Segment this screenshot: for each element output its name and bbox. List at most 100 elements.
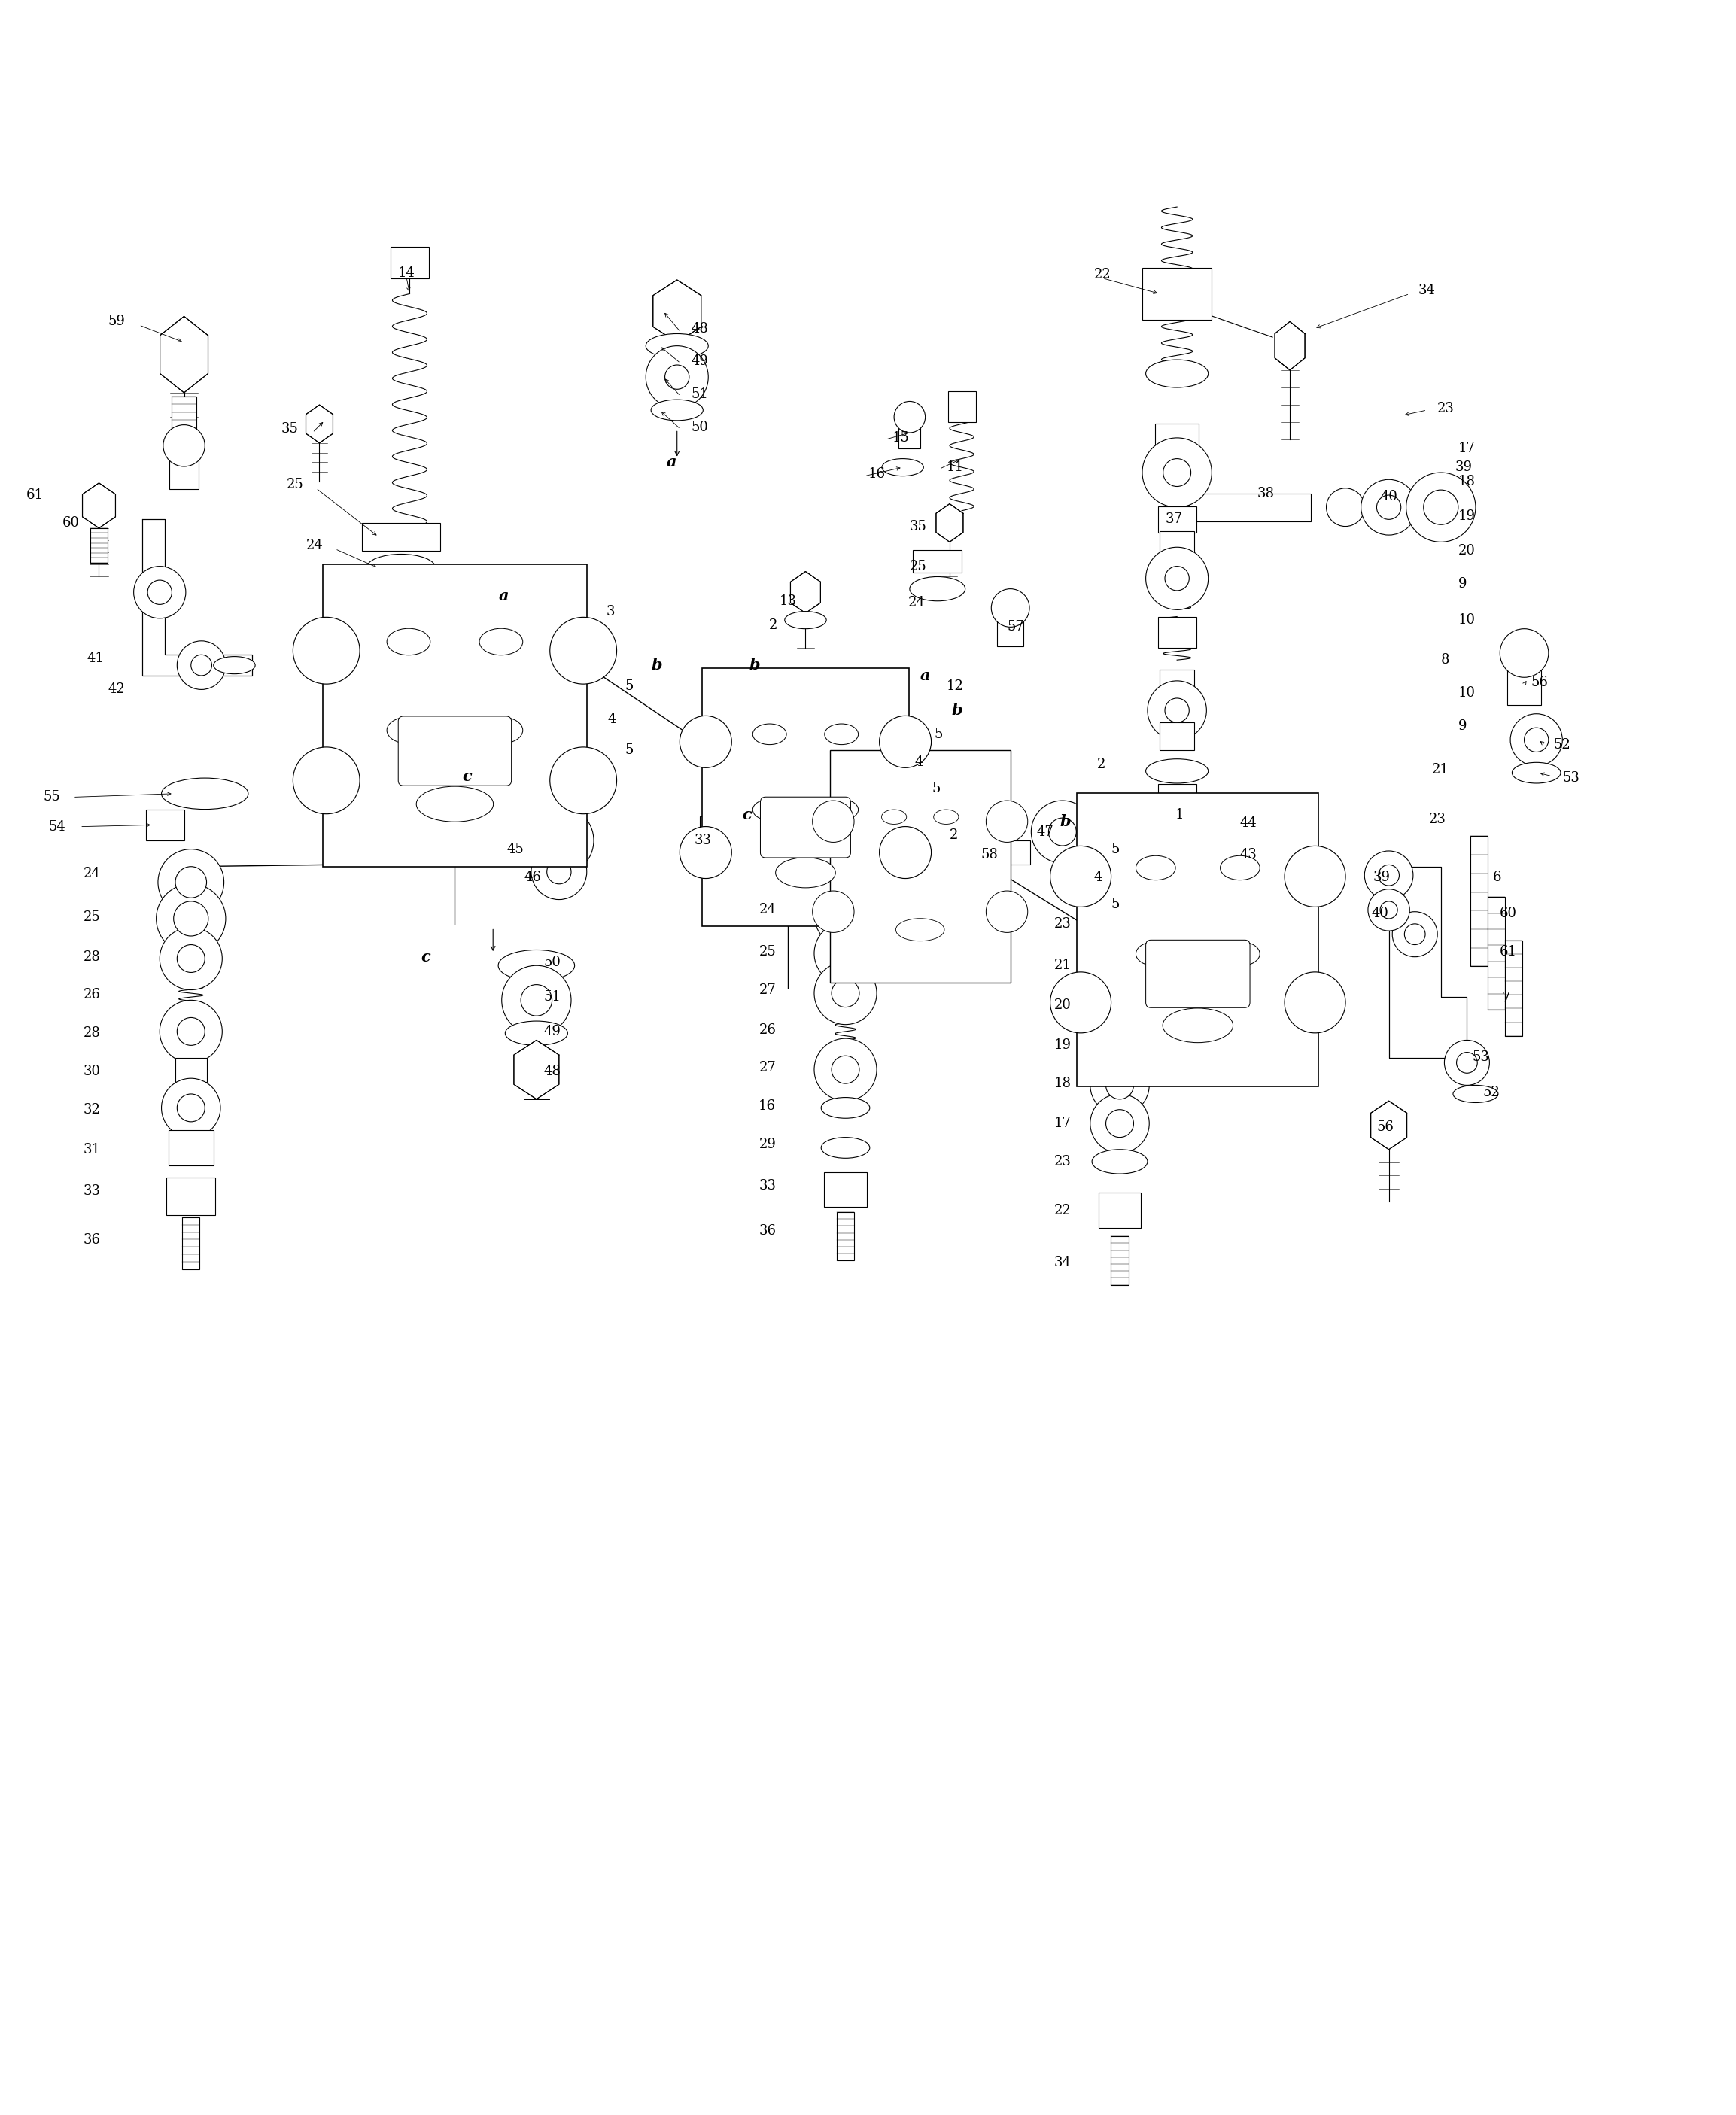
Text: b: b	[951, 702, 962, 717]
Text: 5: 5	[932, 783, 941, 795]
Text: 34: 34	[1054, 1256, 1071, 1269]
Text: 20: 20	[1054, 998, 1071, 1013]
Ellipse shape	[1241, 844, 1279, 861]
Text: 47: 47	[1036, 825, 1054, 840]
Bar	[1000, 840, 1031, 865]
Bar	[182, 1218, 200, 1269]
Circle shape	[1090, 1015, 1149, 1074]
Polygon shape	[653, 279, 701, 343]
Circle shape	[991, 588, 1029, 626]
Text: 14: 14	[398, 266, 415, 279]
Text: 23: 23	[1429, 812, 1446, 827]
Text: 5: 5	[1111, 842, 1120, 857]
Ellipse shape	[910, 577, 965, 601]
Text: 53: 53	[1562, 772, 1580, 785]
Text: 39: 39	[1373, 869, 1391, 884]
Circle shape	[1392, 912, 1437, 956]
Ellipse shape	[417, 787, 493, 823]
Text: 37: 37	[1165, 512, 1182, 527]
Ellipse shape	[882, 810, 906, 825]
Text: 22: 22	[1094, 269, 1111, 281]
Bar	[175, 1058, 207, 1081]
Text: 18: 18	[1458, 474, 1476, 489]
Circle shape	[547, 859, 571, 884]
Circle shape	[681, 827, 731, 878]
Circle shape	[814, 1038, 877, 1102]
Circle shape	[1406, 472, 1476, 541]
Bar	[1142, 269, 1212, 319]
Text: 2: 2	[950, 829, 958, 842]
Bar	[1160, 670, 1194, 696]
Text: 13: 13	[779, 594, 797, 607]
Ellipse shape	[825, 723, 858, 744]
Circle shape	[550, 747, 616, 814]
Circle shape	[1049, 819, 1076, 846]
Text: 25: 25	[759, 945, 776, 958]
Bar	[167, 1178, 215, 1216]
Circle shape	[1090, 937, 1149, 996]
Polygon shape	[1371, 1102, 1406, 1148]
FancyBboxPatch shape	[323, 565, 587, 867]
Ellipse shape	[1092, 1148, 1147, 1174]
Circle shape	[1165, 567, 1189, 590]
Text: 11: 11	[946, 461, 963, 474]
Text: 19: 19	[1054, 1038, 1071, 1051]
Circle shape	[812, 802, 854, 842]
Circle shape	[148, 580, 172, 605]
Circle shape	[1500, 628, 1549, 677]
FancyBboxPatch shape	[760, 797, 851, 859]
Text: 58: 58	[981, 848, 998, 861]
Text: 33: 33	[694, 833, 712, 848]
Text: a: a	[920, 668, 930, 683]
Circle shape	[134, 567, 186, 618]
Ellipse shape	[776, 857, 835, 888]
Text: 19: 19	[1458, 510, 1476, 522]
Text: 23: 23	[1437, 402, 1455, 415]
Circle shape	[1031, 802, 1094, 863]
Polygon shape	[82, 482, 116, 529]
Ellipse shape	[825, 799, 858, 821]
Polygon shape	[1274, 321, 1305, 370]
Circle shape	[177, 1093, 205, 1121]
Circle shape	[1378, 865, 1399, 886]
Circle shape	[160, 926, 222, 990]
Polygon shape	[936, 503, 963, 541]
Circle shape	[174, 901, 208, 937]
Text: a: a	[667, 455, 677, 470]
Text: 54: 54	[49, 821, 66, 833]
Text: 48: 48	[691, 321, 708, 336]
Circle shape	[681, 715, 731, 768]
Text: 9: 9	[1458, 719, 1467, 732]
Bar	[1505, 941, 1522, 1036]
Circle shape	[814, 922, 877, 986]
Text: 50: 50	[691, 421, 708, 434]
Text: 17: 17	[1054, 1117, 1071, 1129]
Text: 16: 16	[868, 467, 885, 480]
Text: 38: 38	[1257, 486, 1274, 499]
Bar	[361, 522, 441, 550]
Text: 44: 44	[1240, 816, 1257, 829]
Text: 28: 28	[83, 1026, 101, 1041]
Text: 40: 40	[1380, 491, 1397, 503]
Ellipse shape	[651, 400, 703, 421]
Bar	[391, 247, 429, 279]
Ellipse shape	[479, 717, 523, 744]
Bar	[1158, 618, 1196, 647]
Circle shape	[158, 850, 224, 916]
Ellipse shape	[214, 656, 255, 675]
Circle shape	[880, 827, 930, 878]
Text: 10: 10	[1458, 613, 1476, 626]
Circle shape	[1444, 1041, 1489, 1085]
Text: 35: 35	[910, 520, 927, 533]
Circle shape	[814, 884, 877, 945]
Text: 15: 15	[892, 431, 910, 444]
Text: 24: 24	[908, 596, 925, 609]
Circle shape	[175, 867, 207, 897]
Text: 16: 16	[759, 1100, 776, 1112]
Text: 20: 20	[1458, 544, 1476, 558]
Bar	[170, 446, 198, 489]
Text: 45: 45	[507, 842, 524, 857]
Ellipse shape	[1453, 1085, 1498, 1102]
Text: 51: 51	[691, 387, 708, 402]
Bar	[146, 810, 184, 840]
